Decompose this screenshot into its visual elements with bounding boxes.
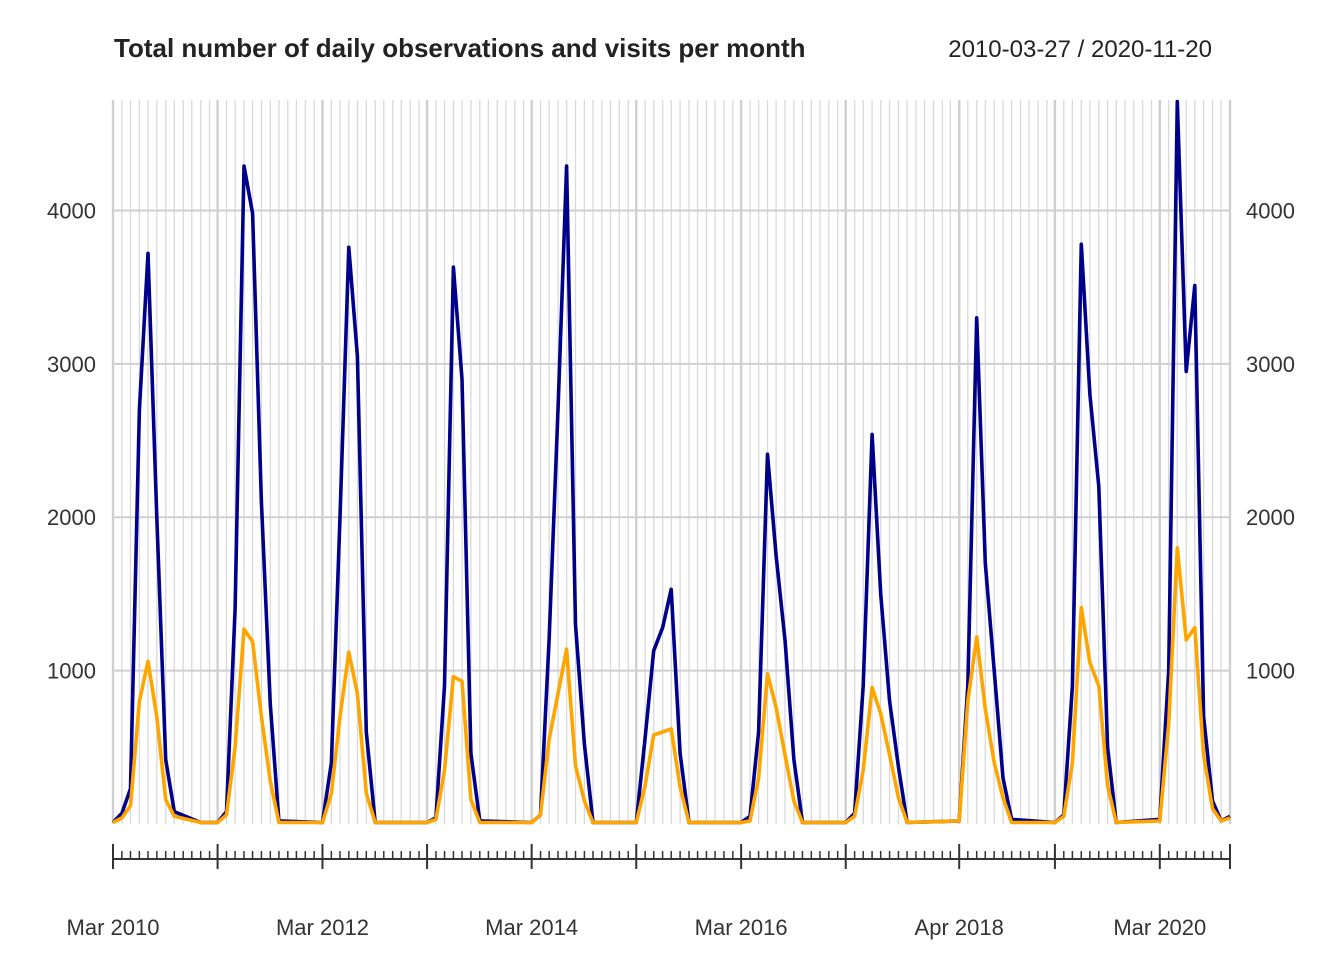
x-tick-label: Mar 2012 xyxy=(276,915,369,940)
y-tick-label-left: 1000 xyxy=(47,659,96,684)
x-tick-label: Mar 2016 xyxy=(695,915,788,940)
y-tick-label-left: 3000 xyxy=(47,352,96,377)
date-range-label: 2010-03-27 / 2020-11-20 xyxy=(948,36,1212,63)
series-line-1 xyxy=(111,99,1231,825)
gridlines xyxy=(111,100,1232,824)
x-axis: Mar 2010 Mar 2012 Mar 2014 Mar 2016 Apr 2018… xyxy=(67,844,1231,940)
y-tick-label-right: 4000 xyxy=(1246,198,1295,223)
x-tick-label: Mar 2020 xyxy=(1113,915,1206,940)
series-lines xyxy=(111,99,1231,825)
y-tick-label-right: 3000 xyxy=(1246,352,1295,377)
chart-title: Total number of daily observations and v… xyxy=(114,33,806,63)
x-tick-label: Apr 2018 xyxy=(915,915,1004,940)
y-tick-label-right: 1000 xyxy=(1246,659,1295,684)
y-tick-label-left: 2000 xyxy=(47,505,96,530)
y-tick-label-right: 2000 xyxy=(1246,505,1295,530)
y-tick-label-left: 4000 xyxy=(47,198,96,223)
y-axis-ticks: 1000 1000 2000 2000 3000 3000 4000 4000 xyxy=(47,198,1295,683)
series-line-2 xyxy=(112,546,1231,825)
x-tick-label: Mar 2010 xyxy=(67,915,160,940)
x-tick-label: Mar 2014 xyxy=(485,915,578,940)
